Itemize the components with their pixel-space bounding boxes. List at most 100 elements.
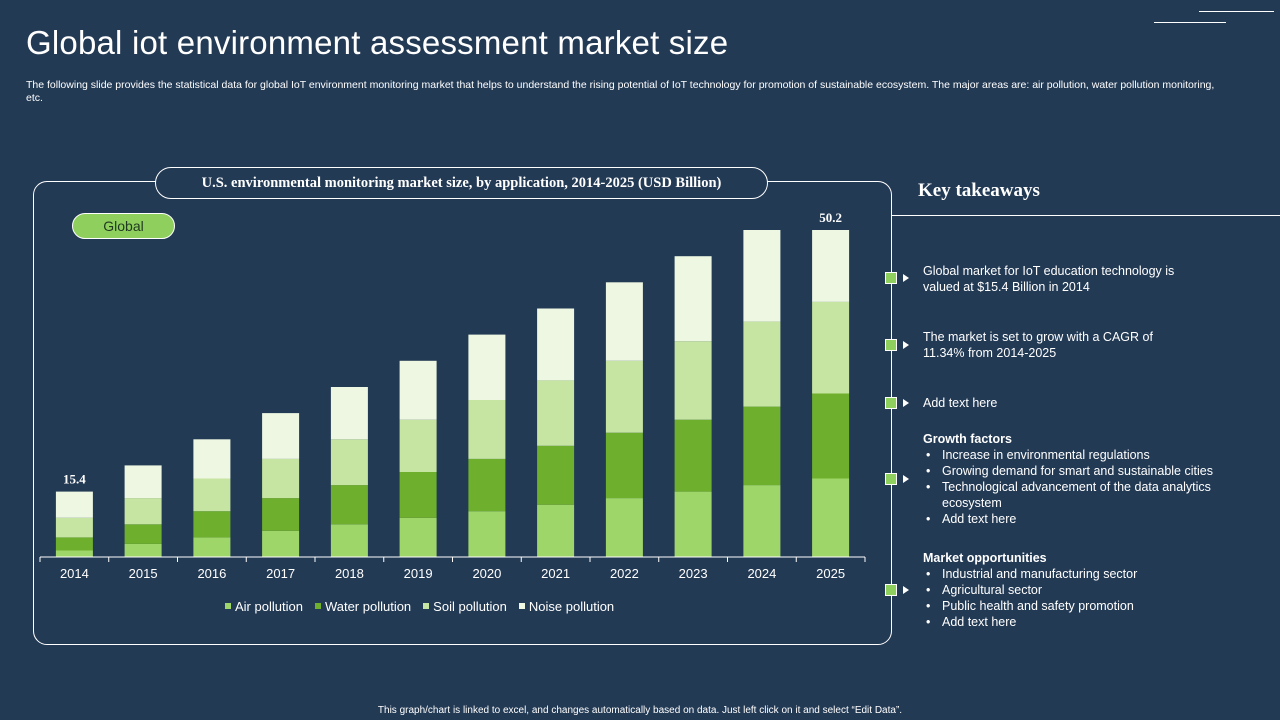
market-opportunities-list: Industrial and manufacturing sector Agri… xyxy=(923,566,1243,630)
takeaway-item-1: Global market for IoT education technolo… xyxy=(923,264,1175,294)
bar-segment-soil-pollution-2014 xyxy=(55,517,93,538)
market-opportunities: Market opportunities Industrial and manu… xyxy=(923,550,1243,630)
bar-segment-water-pollution-2019 xyxy=(399,472,437,518)
x-tick-label-2014: 2014 xyxy=(60,566,89,581)
bar-segment-noise-pollution-2023 xyxy=(674,256,712,342)
bar-segment-water-pollution-2015 xyxy=(124,524,162,544)
page-title: Global iot environment assessment market… xyxy=(26,24,729,61)
takeaways-rule xyxy=(892,215,1280,216)
bar-segment-water-pollution-2022 xyxy=(605,432,643,499)
bar-segment-water-pollution-2017 xyxy=(262,498,300,531)
legend-swatch xyxy=(314,603,321,609)
bar-segment-noise-pollution-2014 xyxy=(55,491,93,518)
bar-segment-noise-pollution-2019 xyxy=(399,360,437,420)
data-label-2025: 50.2 xyxy=(819,210,842,225)
list-item: Growing demand for smart and sustainable… xyxy=(923,463,1243,479)
bar-segment-water-pollution-2024 xyxy=(743,406,781,486)
bar-segment-noise-pollution-2017 xyxy=(262,413,300,459)
x-tick-label-2018: 2018 xyxy=(335,566,364,581)
bar-segment-soil-pollution-2020 xyxy=(468,400,506,459)
bar-segment-air-pollution-2015 xyxy=(124,543,162,557)
x-tick-label-2015: 2015 xyxy=(129,566,158,581)
bar-segment-soil-pollution-2021 xyxy=(537,380,575,446)
growth-factors: Growth factors Increase in environmental… xyxy=(923,431,1243,527)
bar-segment-noise-pollution-2025 xyxy=(812,230,850,302)
data-label-2014: 15.4 xyxy=(63,472,86,487)
bar-segment-soil-pollution-2023 xyxy=(674,341,712,420)
bar-segment-air-pollution-2018 xyxy=(330,524,368,557)
bar-segment-noise-pollution-2021 xyxy=(537,308,575,381)
x-tick-label-2022: 2022 xyxy=(610,566,639,581)
bar-segment-air-pollution-2022 xyxy=(605,498,643,557)
x-tick-label-2021: 2021 xyxy=(541,566,570,581)
legend-swatch xyxy=(225,603,231,609)
x-tick-label-2024: 2024 xyxy=(747,566,776,581)
list-item: Add text here xyxy=(923,614,1243,630)
marker-square-icon xyxy=(885,584,897,596)
bar-segment-soil-pollution-2019 xyxy=(399,419,437,472)
footer-note: This graph/chart is linked to excel, and… xyxy=(377,705,903,716)
bar-segment-water-pollution-2021 xyxy=(537,445,575,505)
bar-segment-soil-pollution-2018 xyxy=(330,439,368,486)
growth-factors-list: Increase in environmental regulations Gr… xyxy=(923,447,1243,527)
x-tick-label-2025: 2025 xyxy=(816,566,845,581)
legend-item-water-pollution: Water pollution xyxy=(314,598,412,614)
bar-segment-soil-pollution-2017 xyxy=(262,458,300,499)
bar-segment-air-pollution-2016 xyxy=(193,537,231,557)
list-item: Add text here xyxy=(923,511,1243,527)
legend-label: Water pollution xyxy=(324,598,412,614)
list-item: Technological advancement of the data an… xyxy=(923,479,1243,511)
legend-swatch xyxy=(518,603,525,609)
bar-segment-water-pollution-2016 xyxy=(193,511,231,538)
takeaway-item-2: The market is set to grow with a CAGR of… xyxy=(923,330,1153,360)
bar-segment-air-pollution-2019 xyxy=(399,517,437,557)
bar-segment-air-pollution-2017 xyxy=(262,530,300,557)
marker-square-icon xyxy=(885,473,897,485)
chart-header: U.S. environmental monitoring market siz… xyxy=(155,167,768,199)
list-item: Increase in environmental regulations xyxy=(923,447,1243,463)
legend-label: Soil pollution xyxy=(433,598,507,614)
bar-segment-water-pollution-2023 xyxy=(674,419,712,492)
global-pill[interactable]: Global xyxy=(72,213,175,239)
marker-square-icon xyxy=(885,272,897,284)
arrow-right-icon xyxy=(903,341,909,349)
bar-segment-air-pollution-2014 xyxy=(55,550,93,557)
bar-segment-air-pollution-2023 xyxy=(674,491,712,557)
bar-segment-noise-pollution-2020 xyxy=(468,334,506,400)
bar-segment-noise-pollution-2016 xyxy=(193,439,231,479)
list-item: Public health and safety promotion xyxy=(923,598,1243,614)
legend-item-air-pollution: Air pollution xyxy=(225,599,303,614)
bar-segment-soil-pollution-2025 xyxy=(812,301,850,394)
bar-segment-air-pollution-2020 xyxy=(468,511,506,557)
bar-segment-water-pollution-2020 xyxy=(468,458,506,512)
arrow-right-icon xyxy=(903,475,909,483)
list-item: Industrial and manufacturing sector xyxy=(923,566,1243,582)
bar-segment-noise-pollution-2024 xyxy=(743,230,781,322)
x-tick-label-2017: 2017 xyxy=(266,566,295,581)
x-tick-label-2019: 2019 xyxy=(404,566,433,581)
x-tick-label-2020: 2020 xyxy=(472,566,501,581)
decorative-line-top-2 xyxy=(1154,22,1226,23)
bar-segment-noise-pollution-2022 xyxy=(605,282,643,361)
bar-segment-noise-pollution-2015 xyxy=(124,465,162,499)
marker-square-icon xyxy=(885,339,897,351)
bar-segment-water-pollution-2014 xyxy=(55,537,93,551)
market-opportunities-title: Market opportunities xyxy=(923,551,1047,565)
arrow-right-icon xyxy=(903,586,909,594)
bar-segment-soil-pollution-2016 xyxy=(193,478,231,512)
list-item: Agricultural sector xyxy=(923,582,1243,598)
growth-factors-title: Growth factors xyxy=(923,432,1012,446)
legend-label: Noise pollution xyxy=(528,598,615,614)
bar-segment-air-pollution-2025 xyxy=(812,478,850,557)
arrow-right-icon xyxy=(903,399,909,407)
legend-item-noise-pollution: Noise pollution xyxy=(518,598,615,614)
arrow-right-icon xyxy=(903,274,909,282)
x-tick-label-2016: 2016 xyxy=(197,566,226,581)
legend-swatch xyxy=(423,603,430,609)
x-tick-label-2023: 2023 xyxy=(679,566,708,581)
takeaway-item-3: Add text here xyxy=(923,396,998,410)
bar-segment-water-pollution-2018 xyxy=(330,485,368,525)
chart-legend: Air pollution Water pollution Soil polluti… xyxy=(225,597,665,615)
bar-segment-air-pollution-2024 xyxy=(743,485,781,557)
